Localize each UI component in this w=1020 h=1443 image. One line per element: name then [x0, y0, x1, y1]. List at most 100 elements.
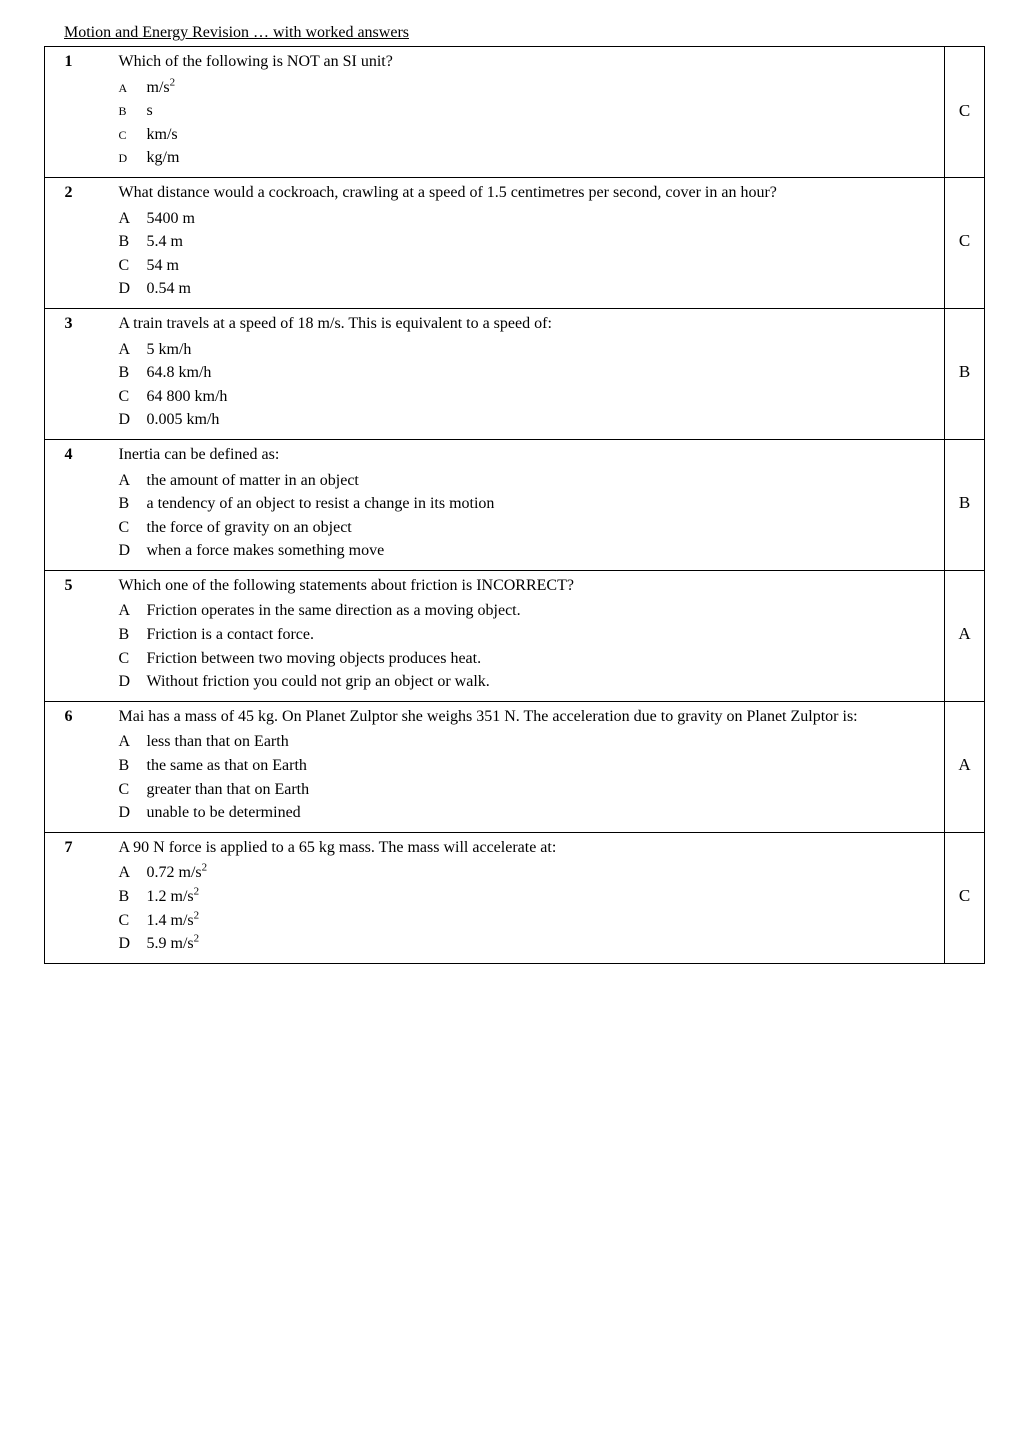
answer-cell: B: [945, 439, 985, 570]
question-stem: Which of the following is NOT an SI unit…: [119, 51, 939, 73]
spacer-cell: [79, 177, 113, 308]
option-row: BFriction is a contact force.: [119, 624, 939, 646]
question-stem: What distance would a cockroach, crawlin…: [119, 182, 939, 204]
option-text: the same as that on Earth: [147, 755, 939, 777]
option-letter: B: [119, 624, 147, 646]
question-body: Which of the following is NOT an SI unit…: [113, 47, 945, 178]
option-row: Dkg/m: [119, 147, 939, 169]
spacer-cell: [79, 832, 113, 963]
option-letter: D: [119, 150, 147, 166]
option-letter: B: [119, 493, 147, 515]
option-row: A5 km/h: [119, 339, 939, 361]
page-title: Motion and Energy Revision … with worked…: [64, 24, 996, 42]
question-number: 4: [45, 439, 79, 570]
option-text: the amount of matter in an object: [147, 470, 939, 492]
option-row: DWithout friction you could not grip an …: [119, 671, 939, 693]
option-letter: B: [119, 886, 147, 908]
option-letter: C: [119, 127, 147, 143]
option-text: Friction operates in the same direction …: [147, 600, 939, 622]
option-row: A5400 m: [119, 208, 939, 230]
option-row: C1.4 m/s2: [119, 910, 939, 932]
option-text: Friction between two moving objects prod…: [147, 648, 939, 670]
option-letter: C: [119, 255, 147, 277]
option-letter: A: [119, 208, 147, 230]
option-row: Dunable to be determined: [119, 802, 939, 824]
option-text: 0.005 km/h: [147, 409, 939, 431]
option-text: 1.4 m/s2: [147, 910, 939, 932]
option-row: B1.2 m/s2: [119, 886, 939, 908]
option-row: C54 m: [119, 255, 939, 277]
question-stem: A train travels at a speed of 18 m/s. Th…: [119, 313, 939, 335]
option-text: m/s2: [147, 77, 939, 99]
option-text: km/s: [147, 124, 939, 146]
spacer-cell: [79, 570, 113, 701]
question-row: 7A 90 N force is applied to a 65 kg mass…: [45, 832, 985, 963]
option-letter: D: [119, 671, 147, 693]
option-text: Without friction you could not grip an o…: [147, 671, 939, 693]
option-letter: B: [119, 755, 147, 777]
option-letter: B: [119, 231, 147, 253]
option-row: Bthe same as that on Earth: [119, 755, 939, 777]
question-body: Mai has a mass of 45 kg. On Planet Zulpt…: [113, 701, 945, 832]
answer-cell: A: [945, 701, 985, 832]
option-letter: A: [119, 470, 147, 492]
option-row: AFriction operates in the same direction…: [119, 600, 939, 622]
option-text: less than that on Earth: [147, 731, 939, 753]
option-text: greater than that on Earth: [147, 779, 939, 801]
option-row: D0.005 km/h: [119, 409, 939, 431]
question-stem: Which one of the following statements ab…: [119, 575, 939, 597]
option-row: Athe amount of matter in an object: [119, 470, 939, 492]
options-list: Aless than that on EarthBthe same as tha…: [119, 731, 939, 823]
spacer-cell: [79, 47, 113, 178]
question-number: 1: [45, 47, 79, 178]
option-row: Aless than that on Earth: [119, 731, 939, 753]
option-letter: A: [119, 731, 147, 753]
answer-cell: C: [945, 177, 985, 308]
question-row: 1 Which of the following is NOT an SI uni…: [45, 47, 985, 178]
option-text: the force of gravity on an object: [147, 517, 939, 539]
option-row: Bs: [119, 100, 939, 122]
option-row: Am/s2: [119, 77, 939, 99]
answer-cell: A: [945, 570, 985, 701]
question-row: 2 What distance would a cockroach, crawli…: [45, 177, 985, 308]
question-body: A train travels at a speed of 18 m/s. Th…: [113, 308, 945, 439]
option-row: D5.9 m/s2: [119, 933, 939, 955]
question-row: 4 Inertia can be defined as: Athe amount o…: [45, 439, 985, 570]
option-letter: A: [119, 862, 147, 884]
option-text: 64 800 km/h: [147, 386, 939, 408]
question-body: Inertia can be defined as: Athe amount of…: [113, 439, 945, 570]
option-text: 0.54 m: [147, 278, 939, 300]
option-letter: D: [119, 409, 147, 431]
option-row: B64.8 km/h: [119, 362, 939, 384]
question-stem: Inertia can be defined as:: [119, 444, 939, 466]
question-body: A 90 N force is applied to a 65 kg mass.…: [113, 832, 945, 963]
options-list: Athe amount of matter in an objectBa ten…: [119, 470, 939, 562]
option-row: Ckm/s: [119, 124, 939, 146]
options-list: A5400 mB5.4 mC54 mD0.54 m: [119, 208, 939, 300]
option-letter: D: [119, 278, 147, 300]
option-text: 5.4 m: [147, 231, 939, 253]
question-stem: Mai has a mass of 45 kg. On Planet Zulpt…: [119, 706, 939, 728]
option-row: CFriction between two moving objects pro…: [119, 648, 939, 670]
options-list: AFriction operates in the same direction…: [119, 600, 939, 692]
question-number: 2: [45, 177, 79, 308]
question-body: Which one of the following statements ab…: [113, 570, 945, 701]
options-list: A0.72 m/s2B1.2 m/s2C1.4 m/s2D5.9 m/s2: [119, 862, 939, 954]
option-letter: A: [119, 600, 147, 622]
spacer-cell: [79, 701, 113, 832]
option-text: 1.2 m/s2: [147, 886, 939, 908]
question-row: 3A train travels at a speed of 18 m/s. T…: [45, 308, 985, 439]
option-text: 0.72 m/s2: [147, 862, 939, 884]
question-number: 5: [45, 570, 79, 701]
answer-cell: C: [945, 832, 985, 963]
option-letter: B: [119, 103, 147, 119]
option-letter: A: [119, 80, 147, 96]
question-row: 5 Which one of the following statements a…: [45, 570, 985, 701]
option-text: 5400 m: [147, 208, 939, 230]
option-row: Dwhen a force makes something move: [119, 540, 939, 562]
spacer-cell: [79, 308, 113, 439]
answer-cell: C: [945, 47, 985, 178]
option-text: 64.8 km/h: [147, 362, 939, 384]
question-row: 6Mai has a mass of 45 kg. On Planet Zulp…: [45, 701, 985, 832]
option-letter: C: [119, 779, 147, 801]
